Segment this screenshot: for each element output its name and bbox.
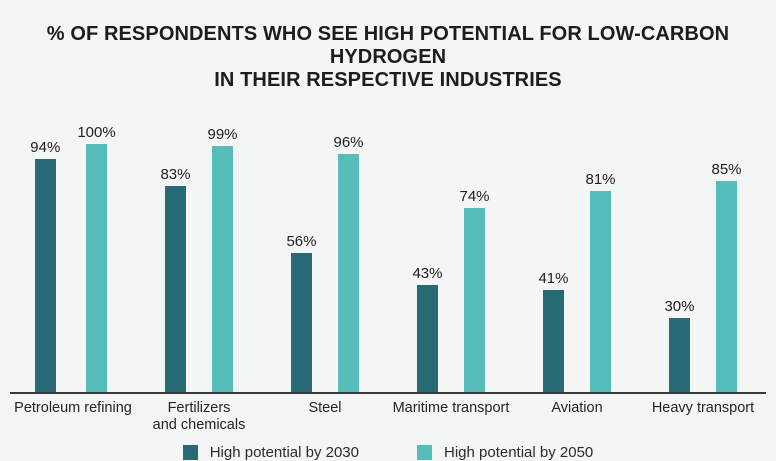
bar-column: 30% [664, 298, 695, 392]
bar-column: 83% [160, 166, 191, 392]
bar-group: 41% 81% [514, 171, 640, 392]
value-label: 99% [207, 126, 238, 143]
bar-column: 99% [208, 126, 238, 392]
value-label: 96% [333, 134, 364, 151]
bar-group: 43% 74% [388, 188, 514, 392]
value-label: 81% [585, 171, 616, 188]
bar-2030 [416, 285, 438, 392]
bar-2050 [212, 146, 234, 392]
legend: High potential by 2030 High potential by … [0, 444, 776, 461]
bar-2030 [290, 253, 312, 392]
bar-column: 56% [286, 233, 317, 392]
value-label: 56% [286, 233, 317, 250]
bar-group: 83% 99% [136, 126, 262, 392]
bar-column: 41% [538, 270, 569, 392]
value-label: 100% [77, 124, 116, 141]
category-label: Petroleum refining [14, 400, 132, 416]
chart-title-line1: % OF RESPONDENTS WHO SEE HIGH POTENTIAL … [46, 23, 730, 68]
category-label: Steel [308, 400, 342, 416]
bar-2030 [668, 318, 690, 392]
legend-swatch-2030 [182, 445, 198, 460]
bar-column: 96% [334, 134, 364, 392]
value-label: 83% [160, 166, 191, 183]
chart-title-line2: IN THEIR RESPECTIVE INDUSTRIES [214, 69, 562, 91]
bar-group: 30% 85% [640, 161, 766, 392]
legend-item: High potential by 2030 [182, 444, 359, 461]
bar-group: 56% 96% [262, 134, 388, 392]
bar-2050 [338, 154, 360, 392]
value-label: 94% [30, 139, 61, 156]
bar-column: 81% [586, 171, 616, 392]
category-label: Fertilizers and chemicals [152, 400, 246, 433]
plot-area: 94% 100% 83% 99% 56% 96% 43% 74% 41% 81% 30% 85% [10, 124, 766, 394]
bar-column: 85% [712, 161, 742, 392]
bar-column: 94% [30, 139, 60, 392]
bar-2050 [464, 208, 486, 392]
bar-chart: 94% 100% 83% 99% 56% 96% 43% 74% 41% 81% 30% 85% Pe… [10, 124, 766, 434]
legend-swatch-2050 [417, 445, 432, 460]
legend-label: High potential by 2050 [444, 444, 594, 461]
category-label: Aviation [551, 400, 603, 416]
category-label: Maritime transport [392, 400, 510, 416]
bar-2050 [590, 191, 612, 392]
value-label: 74% [459, 188, 490, 205]
bar-group: 94% 100% [10, 124, 136, 392]
value-label: 41% [538, 270, 569, 287]
value-label: 85% [711, 161, 742, 178]
bar-2050 [716, 181, 738, 392]
bar-column: 100% [77, 124, 116, 392]
category-axis: Petroleum refining Fertilizers and chemica… [10, 394, 766, 434]
category-label: Heavy transport [651, 400, 755, 416]
bar-column: 43% [412, 265, 443, 392]
bar-2030 [164, 186, 186, 392]
legend-item: High potential by 2050 [417, 444, 593, 461]
legend-label: High potential by 2030 [209, 444, 359, 461]
chart-title: % OF RESPONDENTS WHO SEE HIGH POTENTIAL … [0, 0, 776, 92]
bar-2050 [86, 144, 108, 392]
bar-2030 [542, 290, 564, 392]
value-label: 43% [412, 265, 443, 282]
bar-column: 74% [460, 188, 490, 392]
value-label: 30% [664, 298, 695, 315]
bar-2030 [34, 159, 56, 392]
